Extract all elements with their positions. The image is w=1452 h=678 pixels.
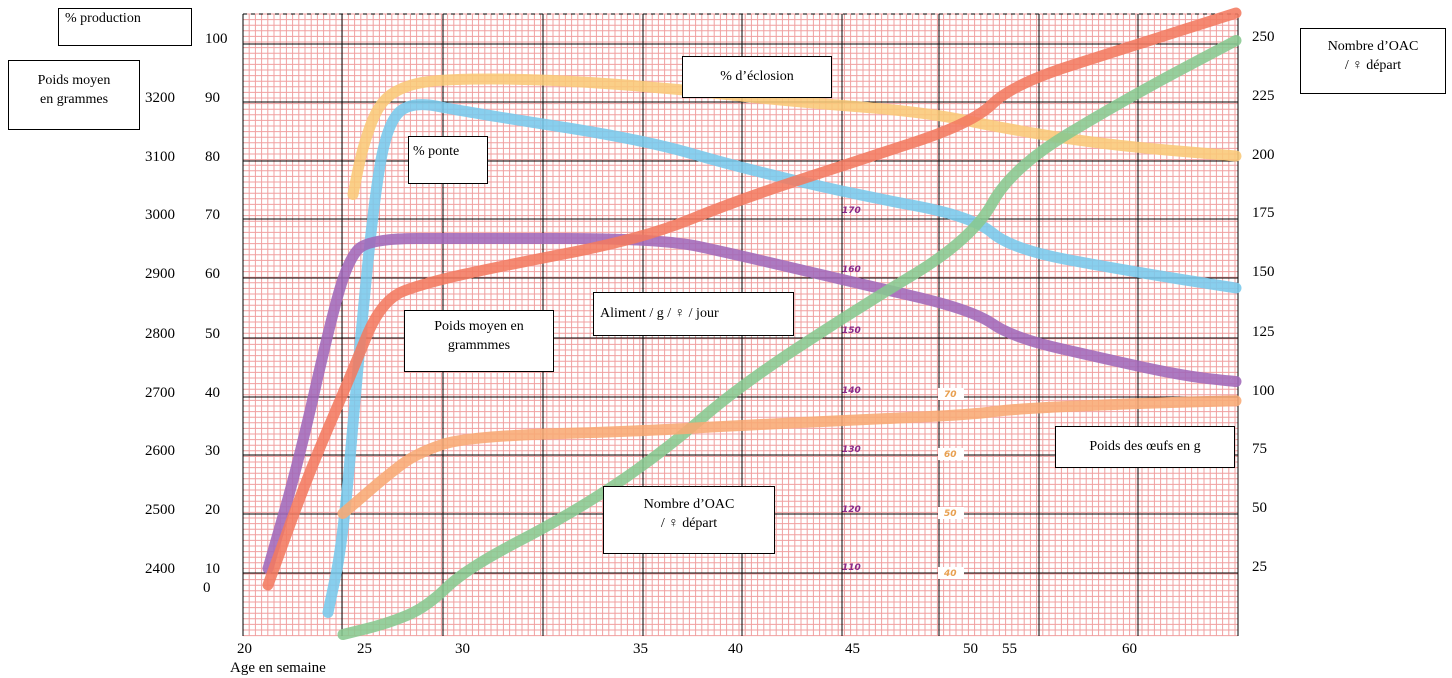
y-production-tick: 50 [205, 326, 220, 342]
weight-curve-line1: Poids moyen en [434, 319, 524, 334]
feed-scale-tick: 170 [842, 206, 861, 216]
oac-curve-line2: / ♀ départ [660, 516, 718, 531]
y-production-tick: 90 [205, 90, 220, 106]
laying-label: % ponte [408, 136, 488, 184]
x-tick-label: 50 [963, 641, 978, 657]
x-tick-label: 60 [1122, 641, 1137, 657]
y-right-tick: 75 [1252, 441, 1267, 457]
series-line-4 [337, 35, 1242, 640]
y-right-tick: 225 [1252, 88, 1275, 104]
y-weight-tick: 2900 [145, 266, 175, 282]
feed-label: Aliment / g / ♀ / jour [593, 292, 794, 336]
weight-label-line2: en grammes [39, 92, 109, 107]
x-tick-label: 35 [633, 641, 648, 657]
series-line-3 [262, 7, 1242, 591]
weight-axis-label: Poids moyen en grammes [8, 60, 140, 130]
egg-scale-bg [938, 448, 964, 460]
y-weight-tick: 2600 [145, 443, 175, 459]
y-production-tick: 60 [205, 266, 220, 282]
feed-scale-tick: 160 [842, 265, 861, 275]
y-production-tick: 0 [203, 580, 211, 596]
egg-scale-bg [938, 567, 964, 579]
weight-curve-line2: grammmes [447, 338, 511, 353]
y-right-tick: 150 [1252, 264, 1275, 280]
y-right-tick: 125 [1252, 324, 1275, 340]
egg-scale-bg [938, 388, 964, 400]
y-weight-tick: 2500 [145, 502, 175, 518]
x-tick-label: 40 [728, 641, 743, 657]
feed-scale-tick: 130 [842, 445, 861, 455]
hatch-label-text: % d’éclosion [720, 69, 794, 84]
inner-scales: 170 160 150 140 130 120 110 70 60 50 40 [842, 206, 964, 579]
y-right-tick: 250 [1252, 29, 1275, 45]
y-right-tick: 50 [1252, 500, 1267, 516]
y-weight-tick: 3200 [145, 90, 175, 106]
egg-scale-tick: 50 [944, 509, 957, 519]
oac-curve-line1: Nombre d’OAC [643, 497, 735, 512]
weight-label-line1: Poids moyen [37, 73, 111, 88]
laying-label-text: % ponte [413, 144, 460, 159]
hatch-label: % d’éclosion [682, 56, 832, 98]
egg-scale-tick: 40 [943, 569, 957, 579]
y-weight-tick: 2700 [145, 385, 175, 401]
x-tick-label: 20 [237, 641, 252, 657]
y-production-tick: 10 [205, 561, 220, 577]
y-production-tick: 40 [205, 385, 220, 401]
weight-curve-label: Poids moyen en grammmes [404, 310, 554, 372]
x-tick-label: 30 [455, 641, 470, 657]
y-right-tick: 200 [1252, 147, 1275, 163]
feed-scale-tick: 150 [842, 326, 861, 336]
y-weight-tick: 3100 [145, 149, 175, 165]
feed-label-text: Aliment / g / ♀ / jour [600, 306, 719, 321]
series-layer [262, 7, 1242, 640]
oac-right-line1: Nombre d’OAC [1327, 39, 1419, 54]
production-axis-label: % production [58, 8, 192, 46]
oac-curve-label: Nombre d’OAC / ♀ départ [603, 486, 775, 554]
oac-axis-label: Nombre d’OAC / ♀ départ [1300, 28, 1446, 94]
feed-scale-tick: 120 [842, 505, 861, 515]
x-axis-label: Age en semaine [230, 660, 326, 676]
eggs-label-text: Poids des œufs en g [1089, 439, 1201, 454]
feed-scale-tick: 140 [842, 386, 861, 396]
y-production-tick: 70 [205, 207, 220, 223]
tick-labels: 20 25 30 35 40 45 50 55 601009080706050403020100… [145, 29, 1275, 657]
oac-right-line2: / ♀ départ [1344, 58, 1402, 73]
y-production-tick: 80 [205, 149, 220, 165]
feed-scale-tick: 110 [842, 563, 861, 573]
x-tick-label: 55 [1002, 641, 1017, 657]
y-production-tick: 100 [205, 31, 228, 47]
series-line-2 [262, 232, 1242, 574]
x-tick-label: 45 [845, 641, 860, 657]
egg-scale-tick: 60 [944, 450, 957, 460]
x-tick-label: 25 [357, 641, 372, 657]
y-production-tick: 30 [205, 443, 220, 459]
y-weight-tick: 3000 [145, 207, 175, 223]
y-right-tick: 175 [1252, 205, 1275, 221]
eggs-label: Poids des œufs en g [1055, 426, 1235, 468]
y-weight-tick: 2400 [145, 561, 175, 577]
y-production-tick: 20 [205, 502, 220, 518]
egg-scale-bg [938, 507, 964, 519]
y-right-tick: 100 [1252, 383, 1275, 399]
y-right-tick: 25 [1252, 559, 1267, 575]
series-line-1 [322, 99, 1242, 618]
series-line-5 [337, 395, 1242, 519]
production-label-text: % production [65, 11, 141, 26]
egg-scale-tick: 70 [944, 390, 957, 400]
y-weight-tick: 2800 [145, 326, 175, 342]
